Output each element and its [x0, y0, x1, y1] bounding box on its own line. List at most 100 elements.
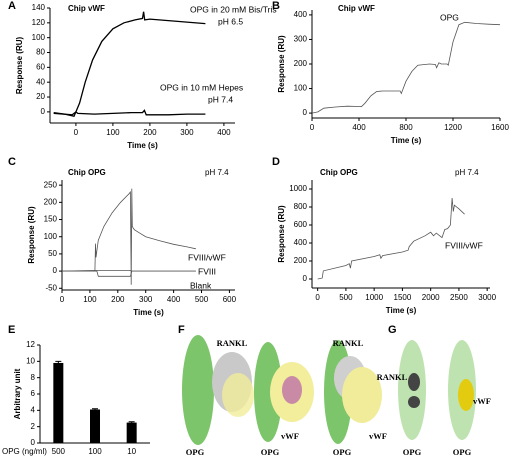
- series-label: FVIII: [198, 266, 216, 276]
- molecule-label: vWF: [473, 396, 491, 406]
- y-tick-label: 100: [32, 33, 46, 42]
- data-line: [62, 188, 196, 285]
- y-tick-label: 100: [44, 232, 58, 241]
- x-tick-label: 200: [111, 295, 125, 304]
- data-line: [62, 270, 196, 277]
- x-tick-label: 400: [352, 123, 366, 132]
- chart-subtitle: pH 7.4: [455, 168, 479, 177]
- y-tick-label: 600: [294, 220, 308, 229]
- y-tick-label: 8: [31, 373, 36, 382]
- x-tick-label: 300: [180, 128, 194, 137]
- molecule-label: OPG: [403, 447, 422, 457]
- y-tick-label: 4: [31, 405, 36, 414]
- y-tick-label: 0: [41, 107, 46, 116]
- panel-label: F: [178, 324, 185, 336]
- x-tick-label: 10: [127, 447, 136, 456]
- series-label: FVIII/vWF: [445, 240, 483, 250]
- y-tick-label: 100: [294, 84, 308, 93]
- data-line: [311, 21, 501, 114]
- data-line: [53, 109, 206, 116]
- series-note: pH 6.5: [218, 16, 243, 26]
- panel-label: C: [8, 156, 16, 168]
- y-axis-label: Response (RU): [277, 35, 286, 93]
- error-bar: [128, 421, 135, 424]
- y-tick-label: 12: [26, 340, 35, 349]
- x-tick-label: 2500: [450, 293, 468, 302]
- x-tick-label: 800: [399, 123, 413, 132]
- x-tick-label: 100: [88, 447, 102, 456]
- x-tick-label: 300: [139, 295, 153, 304]
- y-tick-label: 1000: [289, 184, 307, 193]
- x-tick-label: 3000: [478, 293, 496, 302]
- bar: [126, 422, 137, 443]
- molecule-label: RANKL: [333, 338, 364, 348]
- x-axis-label: Time (s): [391, 136, 422, 145]
- x-tick-label: 1600: [491, 123, 509, 132]
- y-axis-label: Response (RU): [277, 205, 286, 263]
- bar: [53, 362, 64, 443]
- x-tick-label: 2000: [422, 293, 440, 302]
- y-axis-label: Arbitrary unit: [13, 368, 22, 419]
- molecule-label: RANKL: [217, 338, 248, 348]
- y-tick-label: 50: [48, 249, 57, 258]
- x-tick-label: 100: [106, 128, 120, 137]
- x-tick-label: 100: [83, 295, 97, 304]
- x-axis-label: OPG (ng/ml): [2, 447, 47, 456]
- y-tick-label: 200: [294, 256, 308, 265]
- molecule-label: OPG: [333, 447, 352, 457]
- y-tick-label: 20: [36, 92, 45, 101]
- y-tick-label: 0: [31, 438, 36, 447]
- data-line: [317, 197, 465, 280]
- y-axis-label: Response (RU): [27, 206, 36, 264]
- y-tick-label: 200: [294, 59, 308, 68]
- series-label: OPG in 10 mM Hepes: [160, 82, 243, 92]
- panel-label: E: [8, 324, 15, 336]
- y-tick-label: 800: [294, 202, 308, 211]
- series-label: Blank: [190, 280, 212, 290]
- y-tick-label: 400: [294, 238, 308, 247]
- y-tick-label: 150: [44, 215, 58, 224]
- bar: [90, 409, 100, 443]
- y-tick-label: -50: [45, 283, 57, 292]
- molecule-g: [398, 340, 476, 440]
- panel-label: A: [8, 0, 16, 12]
- molecule-label: OPG: [261, 447, 280, 457]
- x-tick-label: 400: [167, 295, 181, 304]
- x-tick-label: 200: [143, 128, 157, 137]
- x-axis-label: Time (s): [386, 306, 417, 315]
- y-tick-label: 250: [44, 180, 58, 189]
- x-tick-label: 1200: [444, 123, 462, 132]
- x-axis-label: Time (s): [127, 141, 158, 150]
- x-tick-label: 500: [195, 295, 209, 304]
- data-line: [53, 11, 206, 118]
- panel-label: B: [272, 0, 280, 12]
- x-axis-label: Time (s): [133, 308, 164, 317]
- y-axis-label: Response (RU): [15, 36, 24, 94]
- y-tick-label: 80: [36, 48, 45, 57]
- error-bar: [55, 360, 62, 365]
- x-tick-label: 1000: [365, 293, 383, 302]
- series-label: OPG: [440, 12, 459, 22]
- error-bar: [92, 408, 98, 411]
- x-tick-label: 500: [339, 293, 353, 302]
- molecule-label: OPG: [453, 447, 472, 457]
- x-tick-label: 600: [223, 295, 237, 304]
- y-tick-label: 0: [53, 266, 58, 275]
- y-tick-label: 40: [36, 77, 45, 86]
- molecule-label: RANKL: [377, 372, 408, 382]
- chart-title: Chip vWF: [68, 4, 105, 13]
- molecule-label: vWF: [369, 431, 387, 441]
- chart-title: Chip vWF: [338, 4, 375, 13]
- series-label: FVIII/vWF: [188, 252, 226, 262]
- series-note: pH 7.4: [208, 94, 233, 104]
- y-tick-label: 200: [44, 197, 58, 206]
- x-tick-label: 500: [52, 447, 66, 456]
- y-tick-label: 60: [36, 62, 45, 71]
- panel-label: G: [388, 324, 397, 336]
- y-tick-label: 0: [303, 274, 308, 283]
- x-tick-label: 1500: [394, 293, 412, 302]
- y-tick-label: 140: [32, 3, 46, 12]
- y-tick-label: 6: [31, 389, 36, 398]
- y-tick-label: 120: [32, 18, 46, 27]
